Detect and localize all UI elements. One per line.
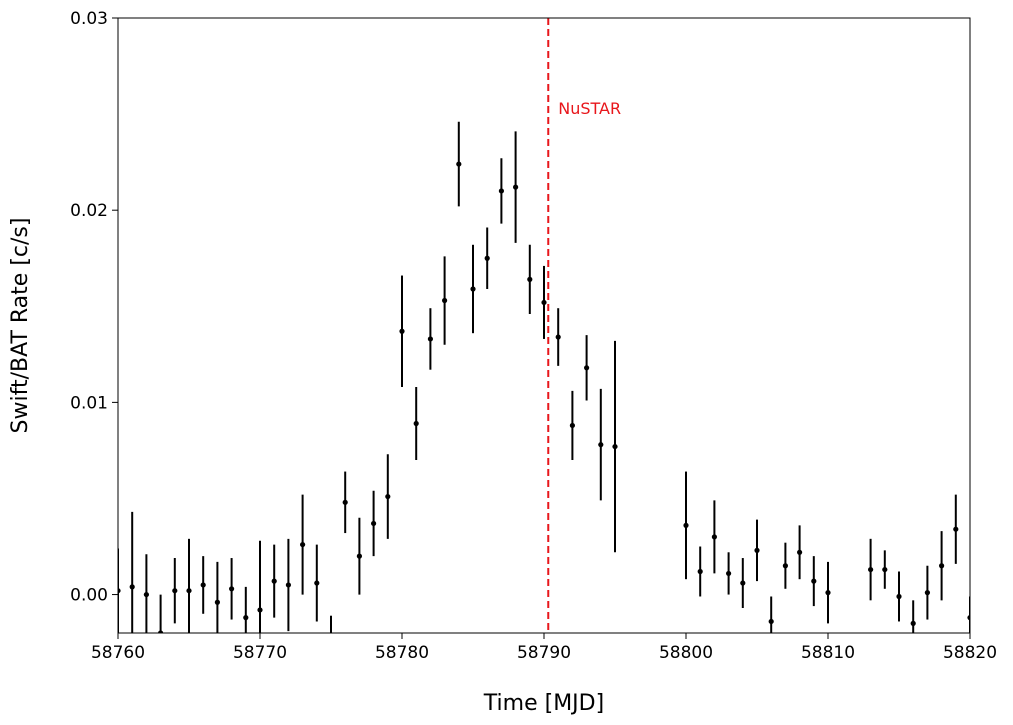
data-layer	[118, 121, 970, 639]
data-point	[399, 328, 405, 334]
data-point	[285, 582, 291, 588]
data-point	[569, 422, 576, 429]
x-tick-label: 58810	[801, 643, 855, 663]
y-tick-label: 0.03	[70, 9, 108, 29]
nustar-marker-label: NuSTAR	[558, 99, 621, 118]
data-point	[740, 580, 746, 586]
data-point	[768, 618, 774, 625]
data-point	[143, 591, 149, 598]
data-point	[413, 420, 419, 427]
data-point	[200, 582, 206, 588]
data-point	[754, 547, 760, 553]
data-point	[939, 563, 945, 569]
x-tick-label: 58760	[91, 643, 145, 663]
data-point	[967, 615, 970, 621]
data-point	[314, 580, 320, 586]
data-point	[683, 522, 689, 528]
x-axis-ticks: 58760 58770 58780 58790 58800 58810 58820	[91, 633, 997, 663]
data-point	[924, 590, 931, 596]
data-point	[697, 568, 703, 575]
data-point	[484, 255, 490, 261]
data-point	[584, 365, 590, 371]
y-tick-label: 0.00	[70, 586, 108, 606]
data-point	[598, 442, 604, 448]
y-tick-label: 0.01	[70, 393, 108, 413]
data-point	[214, 599, 220, 605]
data-point	[356, 553, 362, 559]
data-point	[243, 615, 249, 621]
data-point	[470, 286, 476, 292]
data-point	[541, 299, 547, 306]
data-point	[711, 534, 718, 540]
data-point	[868, 566, 874, 573]
data-point	[555, 334, 561, 340]
x-tick-label: 58770	[233, 643, 287, 663]
data-point	[953, 526, 959, 532]
x-tick-label: 58780	[375, 643, 429, 663]
data-point	[328, 634, 333, 639]
data-point	[782, 563, 789, 569]
data-point	[186, 588, 192, 594]
data-point	[896, 593, 902, 600]
y-tick-label: 0.02	[70, 201, 108, 221]
x-axis-label: Time [MJD]	[483, 691, 604, 716]
data-point	[300, 541, 306, 548]
annotation-layer: NuSTAR	[547, 18, 621, 633]
data-point	[527, 276, 533, 282]
data-point	[129, 584, 135, 590]
data-point	[513, 184, 519, 190]
data-point	[726, 570, 732, 577]
data-point	[456, 161, 462, 167]
data-point	[797, 549, 803, 555]
x-tick-label: 58800	[659, 643, 713, 663]
x-tick-label: 58790	[517, 643, 571, 663]
data-point	[229, 586, 235, 592]
data-point	[385, 493, 391, 500]
data-point	[811, 578, 817, 584]
data-point	[442, 297, 448, 304]
data-point	[825, 590, 831, 596]
data-point	[371, 520, 377, 527]
data-point	[257, 607, 263, 613]
data-point	[118, 588, 121, 594]
data-point	[427, 336, 433, 342]
data-point	[612, 443, 618, 450]
data-point	[158, 630, 164, 633]
data-point	[271, 578, 277, 584]
y-axis-ticks: 0.00 0.01 0.02 0.03	[70, 9, 118, 606]
data-point	[910, 620, 916, 626]
data-point	[498, 188, 504, 194]
data-point	[882, 566, 888, 573]
data-point	[342, 499, 348, 505]
y-axis-label: Swift/BAT Rate [c/s]	[8, 218, 33, 434]
data-point	[172, 588, 178, 594]
x-tick-label: 58820	[943, 643, 997, 663]
